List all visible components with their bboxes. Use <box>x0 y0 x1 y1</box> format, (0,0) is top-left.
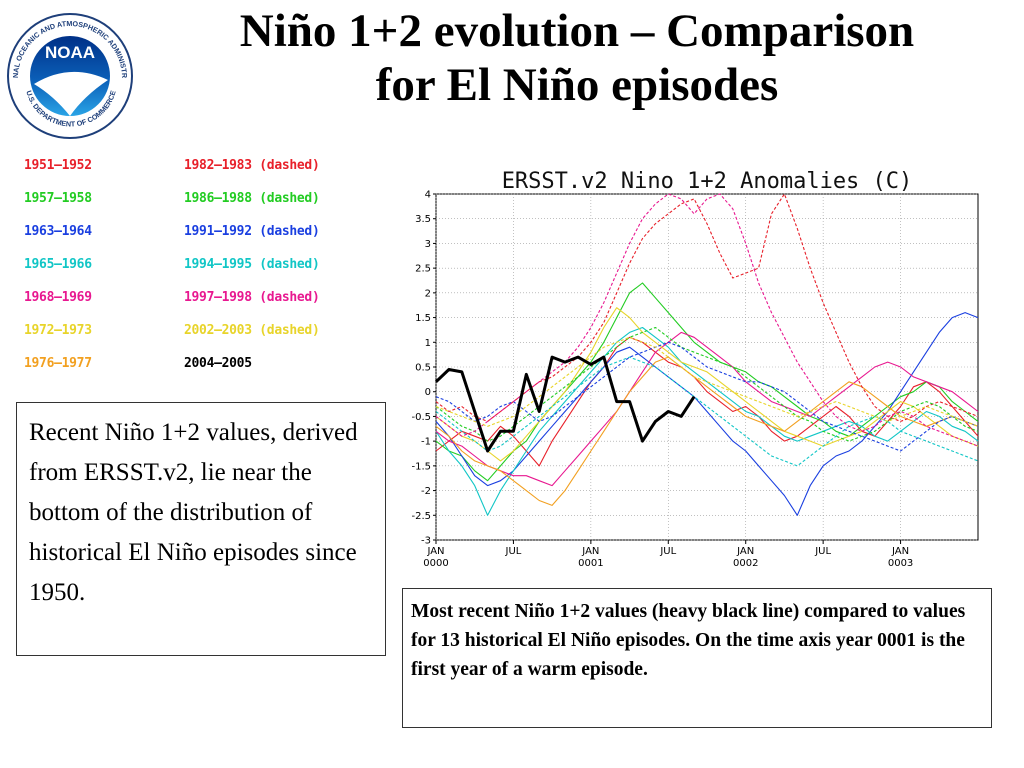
y-tick-label: -1 <box>421 437 431 448</box>
chart-title: ERSST.v2 Nino 1+2 Anomalies (C) <box>502 169 913 194</box>
series-line-11 <box>435 193 979 447</box>
series-line-13 <box>434 355 696 453</box>
legend-item: 2002–2003 (dashed) <box>184 323 320 338</box>
noaa-logo: NOAA NATIONAL OCEANIC AND ATMOSPHERIC AD… <box>4 4 133 139</box>
x-tick-label: JAN <box>891 546 909 557</box>
y-tick-label: -0.5 <box>411 412 431 423</box>
episode-legend: 1951–1952 1957–1958 1963–1964 1965–1966 1968… <box>24 158 384 378</box>
y-tick-label: -2 <box>421 486 431 497</box>
x-tick-label: JAN <box>581 546 599 557</box>
page-title: Niño 1+2 evolution – Comparison for El N… <box>130 4 1024 112</box>
x-tick-label: JAN <box>426 546 444 557</box>
logo-wordmark: NOAA <box>45 43 95 62</box>
legend-item: 1963–1964 <box>24 224 92 239</box>
page-title-line2: for El Niño episodes <box>375 59 779 111</box>
y-tick-label: -2.5 <box>411 511 431 522</box>
y-tick-label: -3 <box>421 536 431 547</box>
series-line-6 <box>435 356 979 506</box>
y-tick-label: 1.5 <box>415 313 431 324</box>
legend-item: 1976–1977 <box>24 356 92 371</box>
x-tick-label: JUL <box>814 546 831 557</box>
legend-item: 1986–1988 (dashed) <box>184 191 320 206</box>
legend-item: 1982–1983 (dashed) <box>184 158 320 173</box>
y-tick-label: -1.5 <box>411 461 431 472</box>
legend-item: 1997–1998 (dashed) <box>184 290 320 305</box>
seagull-icon <box>34 71 108 116</box>
x-tick-label: JAN <box>736 546 754 557</box>
y-tick-label: 3.5 <box>415 214 431 225</box>
legend-item: 1968–1969 <box>24 290 92 305</box>
y-tick-label: 2.5 <box>415 264 431 275</box>
y-tick-label: 0.5 <box>415 363 431 374</box>
y-tick-label: 0 <box>425 387 431 398</box>
legend-item: 1972–1973 <box>24 323 92 338</box>
series-line-5 <box>435 307 979 462</box>
y-tick-label: 4 <box>425 190 431 201</box>
legend-item: 1991–1992 (dashed) <box>184 224 320 239</box>
series-line-3 <box>435 326 979 516</box>
left-note-text: Recent Niño 1+2 values, derived from ERS… <box>29 419 358 606</box>
x-tick-year: 0000 <box>423 558 448 569</box>
series-line-8 <box>435 326 979 442</box>
x-tick-year: 0001 <box>578 558 603 569</box>
y-tick-label: 2 <box>425 288 431 299</box>
series-line-10 <box>435 356 979 467</box>
y-tick-label: 3 <box>425 239 431 250</box>
page-title-line1: Niño 1+2 evolution – Comparison <box>239 5 915 57</box>
x-tick-year: 0003 <box>888 558 913 569</box>
y-tick-label: 1 <box>425 338 431 349</box>
series-line-9 <box>435 341 979 452</box>
caption-text: Most recent Niño 1+2 values (heavy black… <box>411 601 966 680</box>
caption-box: Most recent Niño 1+2 values (heavy black… <box>402 588 992 728</box>
legend-item: 1965–1966 <box>24 257 92 272</box>
legend-item: 1957–1958 <box>24 191 92 206</box>
x-tick-year: 0002 <box>733 558 758 569</box>
x-tick-label: JUL <box>659 546 676 557</box>
left-note-box: Recent Niño 1+2 values, derived from ERS… <box>16 402 386 656</box>
legend-item: 1951–1952 <box>24 158 92 173</box>
legend-item: 2004–2005 <box>184 356 252 371</box>
nino-chart: ERSST.v2 Nino 1+2 Anomalies (C) -3 -2.5 -2 -… <box>411 169 979 569</box>
series-line-4 <box>435 331 979 487</box>
legend-item: 1994–1995 (dashed) <box>184 257 320 272</box>
x-tick-label: JUL <box>505 546 522 557</box>
